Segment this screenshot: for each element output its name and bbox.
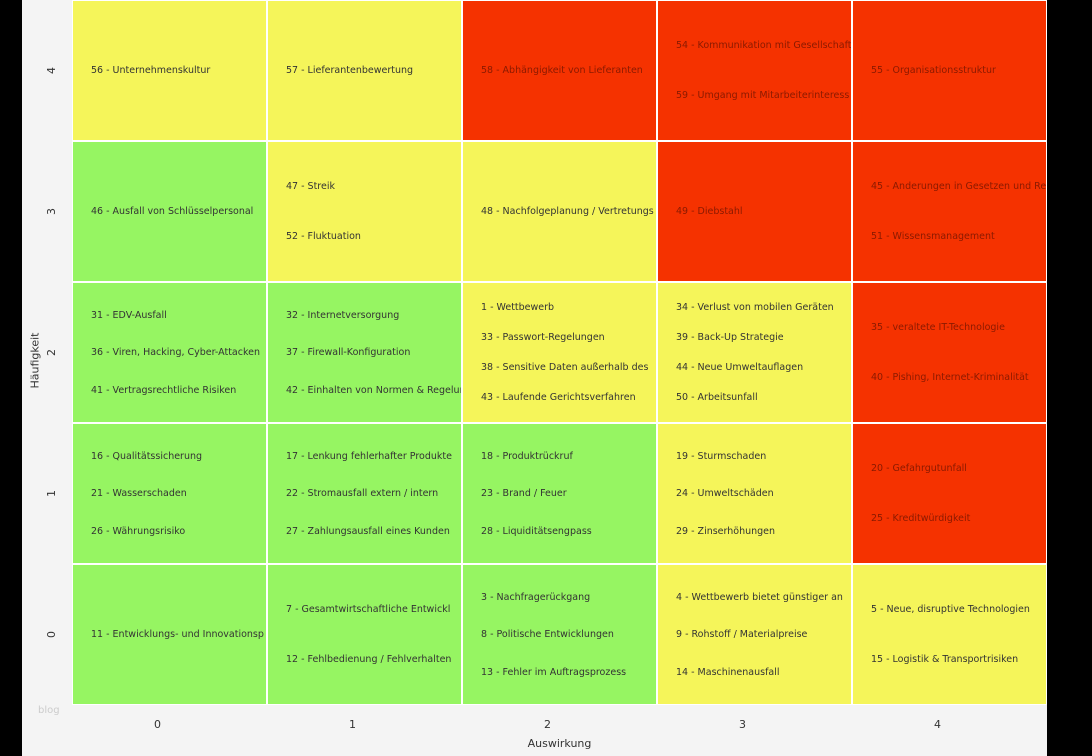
heatmap-cell: 3 - Nachfragerückgang 8 - Politische Entw… <box>462 564 657 705</box>
heatmap-cell: 47 - Streik 52 - Fluktuation <box>267 141 462 282</box>
y-tick-label: 0 <box>45 630 58 638</box>
risk-item-label: 57 - Lieferantenbewertung <box>286 65 414 76</box>
risk-item-label: 19 - Sturmschaden <box>676 450 767 462</box>
heatmap-cell: 18 - Produktrückruf 23 - Brand / Feuer 28 … <box>462 423 657 564</box>
risk-item-label: 26 - Währungsrisiko <box>91 525 186 537</box>
risk-item-label: 49 - Diebstahl <box>676 206 743 217</box>
heatmap-grid: 56 - Unternehmenskultur 57 - Lieferantenb… <box>72 0 1047 705</box>
risk-item-label: 22 - Stromausfall extern / intern <box>286 488 439 499</box>
heatmap-cell: 19 - Sturmschaden 24 - Umweltschäden 29 - … <box>657 423 852 564</box>
heatmap-cell: 45 - Änderungen in Gesetzen und Reg 51 - … <box>852 141 1047 282</box>
risk-item-label: 11 - Entwicklungs- und Innovationsp <box>91 629 264 640</box>
risk-item-label: 18 - Produktrückruf <box>481 450 573 462</box>
risk-item-label: 9 - Rohstoff / Materialpreise <box>676 629 808 640</box>
risk-item-label: 1 - Wettbewerb <box>481 302 555 313</box>
risk-item-label: 3 - Nachfragerückgang <box>481 591 591 603</box>
risk-item-label: 32 - Internetversorgung <box>286 309 400 321</box>
heatmap-cell: 1 - Wettbewerb 33 - Passwort-Regelungen 38… <box>462 282 657 423</box>
y-tick-label: 2 <box>45 348 58 356</box>
risk-item-label: 51 - Wissensmanagement <box>871 231 995 242</box>
heatmap-cell: 32 - Internetversorgung 37 - Firewall-Kon… <box>267 282 462 423</box>
risk-item-label: 56 - Unternehmenskultur <box>91 65 211 76</box>
heatmap-cell: 31 - EDV-Ausfall 36 - Viren, Hacking, Cyb… <box>72 282 267 423</box>
heatmap-cell: 16 - Qualitätssicherung 21 - Wasserschade… <box>72 423 267 564</box>
x-tick-label: 4 <box>934 718 941 731</box>
x-axis-label: Auswirkung <box>527 737 592 750</box>
risk-item-label: 12 - Fehlbedienung / Fehlverhalten <box>286 654 452 665</box>
risk-item-label: 29 - Zinserhöhungen <box>676 525 776 537</box>
risk-item-label: 35 - veraltete IT-Technologie <box>871 322 1005 333</box>
y-tick-label: 4 <box>45 66 58 74</box>
x-tick-label: 2 <box>544 718 551 731</box>
risk-item-label: 28 - Liquiditätsengpass <box>481 525 592 537</box>
risk-item-label: 58 - Abhängigkeit von Lieferanten <box>481 65 643 76</box>
heatmap-cell: 4 - Wettbewerb bietet günstiger an 9 - Ro… <box>657 564 852 705</box>
risk-item-label: 5 - Neue, disruptive Technologien <box>871 604 1030 615</box>
risk-item-label: 27 - Zahlungsausfall eines Kunden <box>286 525 450 537</box>
risk-item-label: 13 - Fehler im Auftragsprozess <box>481 666 627 678</box>
x-tick-label: 3 <box>739 718 746 731</box>
x-tick-label: 1 <box>349 718 356 731</box>
heatmap-cell: 20 - Gefahrgutunfall 25 - Kreditwürdigkei… <box>852 423 1047 564</box>
risk-item-label: 52 - Fluktuation <box>286 231 361 242</box>
heatmap-cell: 49 - Diebstahl <box>657 141 852 282</box>
risk-item-label: 55 - Organisationsstruktur <box>871 65 996 76</box>
risk-item-label: 44 - Neue Umweltauflagen <box>676 362 804 373</box>
risk-item-label: 37 - Firewall-Konfiguration <box>286 347 411 358</box>
heatmap-cell: 7 - Gesamtwirtschaftliche Entwickl 12 - F… <box>267 564 462 705</box>
risk-item-label: 36 - Viren, Hacking, Cyber-Attacken <box>91 347 261 358</box>
heatmap-cell: 5 - Neue, disruptive Technologien 15 - Lo… <box>852 564 1047 705</box>
x-tick-label: 0 <box>154 718 161 731</box>
y-tick-label: 1 <box>45 489 58 497</box>
risk-item-label: 38 - Sensitive Daten außerhalb des <box>481 362 649 373</box>
risk-item-label: 47 - Streik <box>286 181 335 192</box>
heatmap-cell: 34 - Verlust von mobilen Geräten 39 - Bac… <box>657 282 852 423</box>
risk-item-label: 54 - Kommunikation mit Gesellschaft <box>676 40 851 51</box>
risk-item-label: 42 - Einhalten von Normen & Regelun <box>286 384 461 396</box>
risk-item-label: 25 - Kreditwürdigkeit <box>871 513 971 524</box>
risk-item-label: 50 - Arbeitsunfall <box>676 392 758 403</box>
risk-item-label: 20 - Gefahrgutunfall <box>871 463 967 474</box>
risk-item-label: 15 - Logistik & Transportrisiken <box>871 654 1019 665</box>
y-tick-label: 3 <box>45 207 58 215</box>
risk-item-label: 39 - Back-Up Strategie <box>676 332 784 343</box>
risk-item-label: 34 - Verlust von mobilen Geräten <box>676 302 834 313</box>
heatmap-cell: 48 - Nachfolgeplanung / Vertretungs <box>462 141 657 282</box>
risk-item-label: 31 - EDV-Ausfall <box>91 309 167 321</box>
risk-item-label: 41 - Vertragsrechtliche Risiken <box>91 384 237 396</box>
watermark: blog <box>38 705 60 716</box>
risk-item-label: 16 - Qualitätssicherung <box>91 450 203 462</box>
risk-item-label: 46 - Ausfall von Schlüsselpersonal <box>91 206 254 217</box>
risk-item-label: 59 - Umgang mit Mitarbeiterinteress <box>676 90 850 101</box>
risk-item-label: 40 - Pishing, Internet-Kriminalität <box>871 372 1029 383</box>
risk-item-label: 14 - Maschinenausfall <box>676 666 780 678</box>
heatmap-cell: 17 - Lenkung fehlerhafter Produkte 22 - S… <box>267 423 462 564</box>
risk-item-label: 23 - Brand / Feuer <box>481 488 567 499</box>
heatmap-cell: 57 - Lieferantenbewertung <box>267 0 462 141</box>
risk-item-label: 17 - Lenkung fehlerhafter Produkte <box>286 450 452 462</box>
risk-item-label: 45 - Änderungen in Gesetzen und Reg <box>871 181 1046 192</box>
heatmap-cell: 56 - Unternehmenskultur <box>72 0 267 141</box>
risk-item-label: 4 - Wettbewerb bietet günstiger an <box>676 591 843 603</box>
risk-item-label: 33 - Passwort-Regelungen <box>481 332 605 343</box>
risk-item-label: 21 - Wasserschaden <box>91 488 187 499</box>
heatmap-cell: 54 - Kommunikation mit Gesellschaft 59 - … <box>657 0 852 141</box>
heatmap-cell: 46 - Ausfall von Schlüsselpersonal <box>72 141 267 282</box>
risk-item-label: 24 - Umweltschäden <box>676 488 774 499</box>
y-axis-label: Häufigkeit <box>28 332 42 389</box>
heatmap-cell: 35 - veraltete IT-Technologie 40 - Pishin… <box>852 282 1047 423</box>
risk-item-label: 48 - Nachfolgeplanung / Vertretungs <box>481 206 654 217</box>
risk-item-label: 43 - Laufende Gerichtsverfahren <box>481 392 636 403</box>
heatmap-cell: 55 - Organisationsstruktur <box>852 0 1047 141</box>
heatmap-cell: 58 - Abhängigkeit von Lieferanten <box>462 0 657 141</box>
heatmap-cell: 11 - Entwicklungs- und Innovationsp <box>72 564 267 705</box>
risk-item-label: 8 - Politische Entwicklungen <box>481 629 614 640</box>
risk-item-label: 7 - Gesamtwirtschaftliche Entwickl <box>286 604 451 615</box>
